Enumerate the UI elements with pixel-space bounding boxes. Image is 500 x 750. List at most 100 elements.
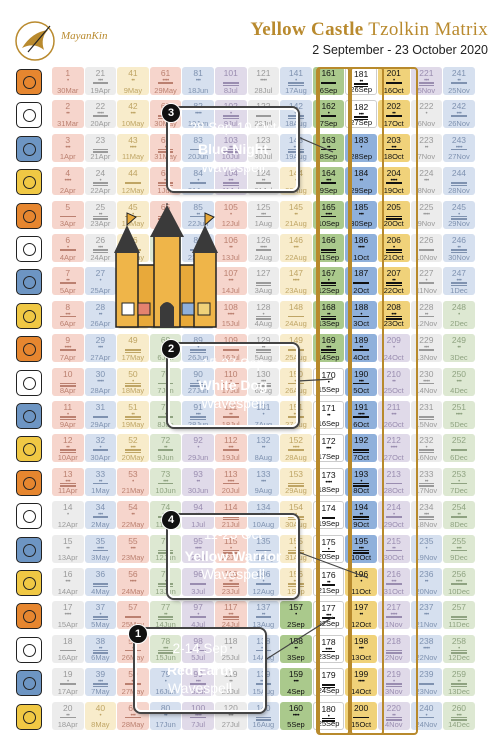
kin-cell[interactable]: 73 ••• 10Jun <box>149 467 182 496</box>
kin-cell[interactable]: 241 •• 25Nov <box>443 67 475 95</box>
kin-cell[interactable]: 63 • 31May <box>149 133 182 162</box>
kin-cell[interactable]: 110 • 17Jul <box>215 367 247 396</box>
kin-cell[interactable]: 256 •••• 10Dec <box>443 568 475 596</box>
kin-cell[interactable]: 240 • 24Nov <box>410 701 443 730</box>
kin-cell[interactable]: 119 •• 26Jul <box>215 668 247 697</box>
kin-cell[interactable]: 157 • 2Sep <box>280 601 312 630</box>
kin-cell[interactable]: 259 •• 13Dec <box>443 668 475 697</box>
kin-cell[interactable]: 233 •• 17Nov <box>410 467 443 496</box>
kin-cell[interactable]: 148 24Aug <box>280 300 312 329</box>
kin-cell[interactable]: 111 •• 18Jul <box>215 401 247 429</box>
kin-cell[interactable]: 77 •• 14Jun <box>149 601 182 630</box>
kin-cell[interactable]: 3 ••• 1Apr <box>52 133 84 162</box>
kin-cell[interactable]: 21 ••• 19Apr <box>84 67 117 95</box>
kin-cell[interactable]: 27 • 25Apr <box>84 267 117 296</box>
kin-cell[interactable]: 243 •••• 27Nov <box>443 133 475 162</box>
kin-cell[interactable]: 44 12May <box>117 167 149 196</box>
kin-cell[interactable]: 244 28Nov <box>443 167 475 196</box>
kin-cell[interactable]: 78 ••• 15Jun <box>149 634 182 663</box>
kin-cell[interactable]: 7 •• 5Apr <box>52 267 84 296</box>
kin-cell[interactable]: 95 •••• 2Jul <box>182 534 214 563</box>
kin-cell[interactable]: 235 • 19Nov <box>410 534 443 563</box>
kin-cell[interactable]: 102 • 9Jul <box>215 100 247 129</box>
kin-cell[interactable]: 60 ••• 28May <box>117 701 149 730</box>
kin-cell[interactable]: 51 •• 19May <box>117 401 149 429</box>
kin-cell[interactable]: 156 ••• 1Sep <box>280 568 312 596</box>
kin-cell[interactable]: 70 7Jun <box>149 367 182 396</box>
kin-cell[interactable]: 35 •••• 3May <box>84 534 117 563</box>
kin-cell[interactable]: 135 11Aug <box>247 534 280 563</box>
kin-cell[interactable]: 6 • 4Apr <box>52 234 84 262</box>
kin-cell[interactable]: 160 •••• 5Sep <box>280 701 312 730</box>
kin-cell[interactable]: 251 •••• 5Dec <box>443 401 475 429</box>
kin-cell[interactable]: 254 •• 8Dec <box>443 501 475 530</box>
kin-cell[interactable]: 252 6Dec <box>443 434 475 463</box>
kin-cell[interactable]: 257 11Dec <box>443 601 475 630</box>
kin-cell[interactable]: 253 • 7Dec <box>443 467 475 496</box>
kin-cell[interactable]: 23 21Apr <box>84 133 117 162</box>
kin-cell[interactable]: 125 ••• 1Aug <box>247 200 280 229</box>
kin-cell[interactable]: 4 •••• 2Apr <box>52 167 84 196</box>
kin-cell[interactable]: 75 12Jun <box>149 534 182 563</box>
kin-cell[interactable]: 98 •• 5Jul <box>182 634 214 663</box>
kin-cell[interactable]: 121 •••• 28Jul <box>247 67 280 95</box>
kin-cell[interactable]: 234 ••• 18Nov <box>410 501 443 530</box>
kin-cell[interactable]: 250 ••• 4Dec <box>443 367 475 396</box>
kin-cell[interactable]: 39 ••• 7May <box>84 668 117 697</box>
kin-cell[interactable]: 113 •••• 20Jul <box>215 467 247 496</box>
kin-cell[interactable]: 116 •• 23Jul <box>215 568 247 596</box>
kin-cell[interactable]: 30 •••• 28Apr <box>84 367 117 396</box>
kin-cell[interactable]: 38 •• 6May <box>84 634 117 663</box>
kin-cell[interactable]: 5 3Apr <box>52 200 84 229</box>
kin-cell[interactable]: 247 ••• 1Dec <box>443 267 475 296</box>
kin-cell[interactable]: 153 29Aug <box>280 467 312 496</box>
kin-cell[interactable]: 92 • 29Jun <box>182 434 214 463</box>
kin-cell[interactable]: 11 • 9Apr <box>52 401 84 429</box>
kin-cell[interactable]: 33 •• 1May <box>84 467 117 496</box>
kin-cell[interactable]: 120 ••• 27Jul <box>215 701 247 730</box>
kin-cell[interactable]: 231 15Nov <box>410 401 443 429</box>
kin-cell[interactable]: 36 4May <box>84 568 117 596</box>
kin-cell[interactable]: 61 •••• 29May <box>149 67 182 95</box>
kin-cell[interactable]: 99 ••• 6Jul <box>182 668 214 697</box>
kin-cell[interactable]: 81 ••• 18Jun <box>182 67 214 95</box>
kin-cell[interactable]: 122 29Jul <box>247 100 280 129</box>
kin-cell[interactable]: 54 •• 22May <box>117 501 149 530</box>
kin-cell[interactable]: 42 ••• 10May <box>117 100 149 129</box>
kin-cell[interactable]: 228 •• 12Nov <box>410 300 443 329</box>
kin-cell[interactable]: 108 •••• 15Jul <box>215 300 247 329</box>
kin-cell[interactable]: 246 •• 30Nov <box>443 234 475 262</box>
kin-cell[interactable]: 96 3Jul <box>182 568 214 596</box>
kin-cell[interactable]: 40 • 8May <box>84 701 117 730</box>
kin-cell[interactable]: 79 • 16Jun <box>149 668 182 697</box>
kin-cell[interactable]: 16 ••• 14Apr <box>52 568 84 596</box>
kin-cell[interactable]: 249 •• 3Dec <box>443 334 475 363</box>
kin-cell[interactable]: 50 • 18May <box>117 367 149 396</box>
kin-cell[interactable]: 28 •• 26Apr <box>84 300 117 329</box>
kin-cell[interactable]: 258 • 12Dec <box>443 634 475 663</box>
kin-cell[interactable]: 223 •• 7Nov <box>410 133 443 162</box>
callout-white-dog[interactable]: 15-27 Sep White Dog Wavespell <box>168 344 298 427</box>
kin-cell[interactable]: 56 •••• 24May <box>117 568 149 596</box>
kin-cell[interactable]: 41 •• 9May <box>117 67 149 95</box>
kin-cell[interactable]: 100 •••• 7Jul <box>182 701 214 730</box>
kin-cell[interactable]: 137 •• 13Aug <box>247 601 280 630</box>
kin-cell[interactable]: 136 • 12Aug <box>247 568 280 596</box>
callout-red-earth[interactable]: 2-14 Sep Red Earth Wavespell <box>135 629 265 712</box>
kin-cell[interactable]: 12 •• 10Apr <box>52 434 84 463</box>
kin-cell[interactable]: 230 •••• 14Nov <box>410 367 443 396</box>
kin-cell[interactable]: 131 • 7Aug <box>247 401 280 429</box>
kin-cell[interactable]: 52 ••• 20May <box>117 434 149 463</box>
kin-cell[interactable]: 260 ••• 14Dec <box>443 701 475 730</box>
kin-cell[interactable]: 83 20Jun <box>182 133 214 162</box>
kin-cell[interactable]: 224 ••• 8Nov <box>410 167 443 196</box>
kin-cell[interactable]: 242 ••• 26Nov <box>443 100 475 129</box>
kin-cell[interactable]: 49 17May <box>117 334 149 363</box>
kin-cell[interactable]: 145 •• 21Aug <box>280 200 312 229</box>
kin-cell[interactable]: 117 ••• 24Jul <box>215 601 247 630</box>
kin-cell[interactable]: 232 • 16Nov <box>410 434 443 463</box>
kin-cell[interactable]: 82 •••• 19Jun <box>182 100 214 129</box>
mayankin-logo[interactable]: MayanKin <box>14 20 107 62</box>
kin-cell[interactable]: 91 ••• 28Jun <box>182 401 214 429</box>
kin-cell[interactable]: 71 • 8Jun <box>149 401 182 429</box>
